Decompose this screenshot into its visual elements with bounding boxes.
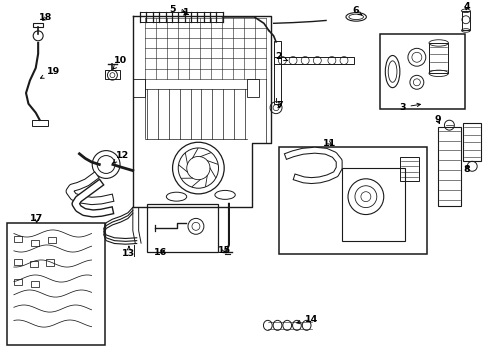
- Bar: [48, 237, 56, 243]
- Bar: [380, 34, 465, 109]
- Bar: [461, 11, 469, 31]
- Text: 5: 5: [169, 5, 184, 14]
- Text: 1: 1: [183, 8, 189, 17]
- Bar: [14, 236, 21, 242]
- Text: 4: 4: [463, 2, 469, 11]
- Text: 13: 13: [122, 246, 135, 258]
- Bar: [14, 279, 21, 285]
- Text: 18: 18: [39, 13, 53, 22]
- Bar: [32, 120, 48, 126]
- Text: 9: 9: [433, 115, 440, 124]
- Bar: [147, 204, 217, 252]
- Bar: [105, 70, 120, 79]
- Bar: [428, 43, 447, 73]
- Text: 11: 11: [322, 139, 335, 148]
- Bar: [6, 224, 104, 345]
- Bar: [462, 123, 481, 161]
- Text: 14: 14: [296, 315, 318, 324]
- Bar: [273, 41, 280, 104]
- Text: 15: 15: [217, 246, 230, 255]
- Bar: [33, 23, 43, 27]
- Text: 3: 3: [398, 103, 420, 112]
- Bar: [437, 127, 460, 206]
- Text: 12: 12: [113, 151, 128, 163]
- Bar: [246, 79, 259, 96]
- Text: 19: 19: [41, 67, 60, 78]
- Bar: [273, 57, 353, 64]
- Bar: [399, 157, 418, 181]
- Bar: [133, 79, 144, 96]
- Bar: [279, 147, 426, 254]
- Text: 7: 7: [276, 101, 282, 110]
- Text: 2: 2: [275, 52, 287, 61]
- Text: 6: 6: [351, 6, 361, 15]
- Text: 16: 16: [154, 248, 167, 257]
- Text: 8: 8: [463, 165, 469, 174]
- Text: 10: 10: [113, 57, 127, 69]
- Bar: [14, 258, 21, 265]
- Text: 17: 17: [30, 213, 43, 222]
- Bar: [31, 281, 39, 287]
- Bar: [30, 261, 38, 267]
- Bar: [46, 259, 54, 266]
- Bar: [341, 168, 404, 241]
- Bar: [31, 239, 39, 246]
